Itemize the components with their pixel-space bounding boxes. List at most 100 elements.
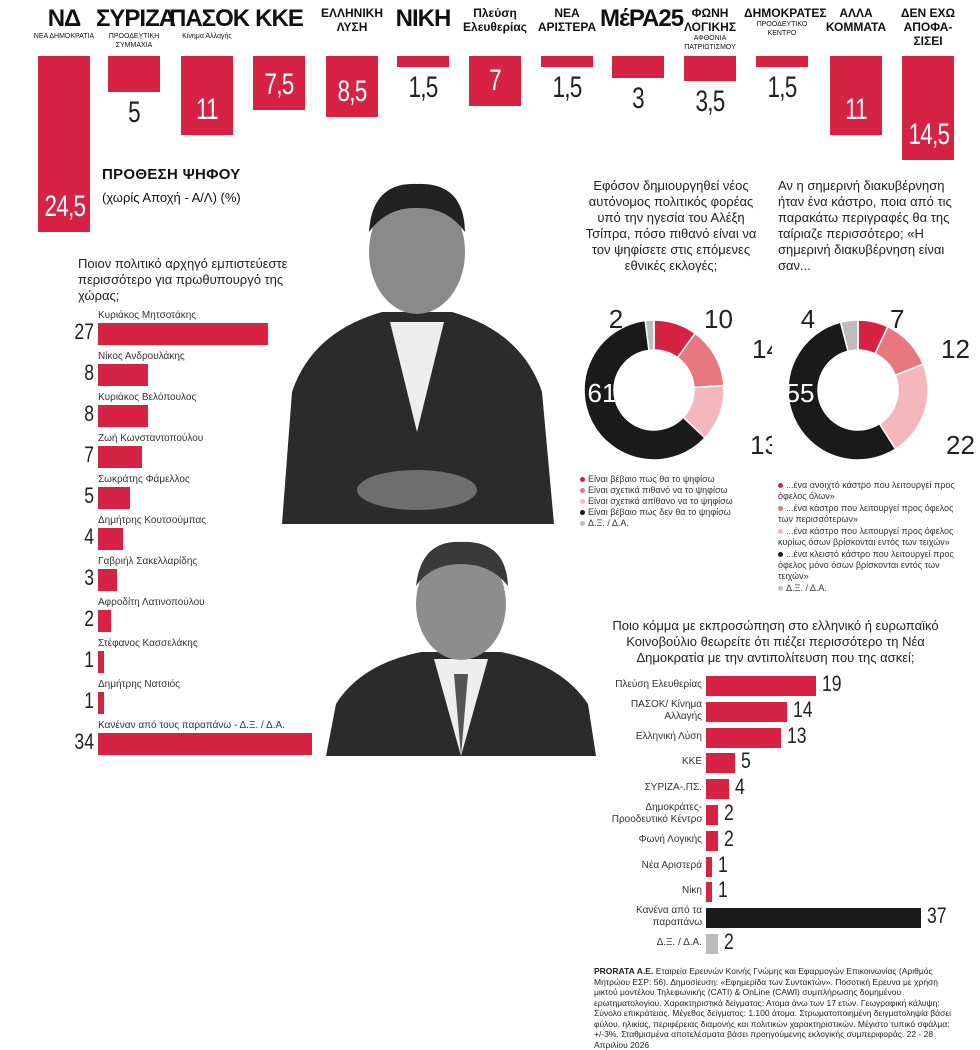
donut1-question: Εφόσον δημιουργηθεί νέος αυτόνομος πολιτ… (585, 178, 757, 273)
pressure-bar (706, 805, 718, 825)
leader-name: Στέφανος Κασσελάκης (98, 638, 198, 649)
methodology-footnote: PRORATA Α.Ε. Εταιρεία Ερευνών Κοινής Γνώ… (594, 966, 956, 1050)
pressure-value: 19 (822, 671, 842, 696)
legend-label: Είναι σχετικά απίθανο να το ψηφίσω (588, 496, 733, 506)
party-logo-subtitle: ΠΡΟΟΔΕΥΤΙΚΗ ΣΥΜΜΑΧΙΑ (108, 33, 160, 49)
pressure-value: 14 (793, 696, 813, 722)
leaders-question: Ποιον πολιτικό αρχηγό εμπιστεύεστε περισ… (78, 256, 288, 303)
leader-bar (98, 733, 313, 755)
donut-slice (787, 321, 897, 461)
party-value: 7 (489, 64, 502, 98)
pressure-bar (706, 908, 921, 929)
leader-name: Κυριάκος Βελόπουλος (98, 392, 197, 403)
legend-dot (580, 510, 585, 516)
party-name: ΠΑΣΟΚ/ Κίνημα Αλλαγής (630, 698, 702, 722)
legend-dot (778, 529, 783, 535)
leader-bar (98, 610, 111, 632)
donut-label: 12 (941, 334, 970, 364)
party-value: 11 (196, 93, 219, 127)
party-logo-text: ΝΕΑ ΑΡΙΣΤΕΡΑ (537, 6, 597, 34)
party-name: Φωνή Λογικής (638, 833, 702, 845)
party-bar (830, 56, 882, 136)
donut2-chart: 7 12 22 55 4 (786, 304, 975, 461)
party-logo: ΠΑΣΟΚ Κίνημα Αλλαγής (169, 5, 250, 54)
legend-dot (778, 552, 783, 558)
party-bar (902, 56, 954, 161)
legend-item: Δ.Ξ. / Δ.Α. (580, 518, 733, 529)
leader-bar (98, 569, 117, 591)
leader-value: 2 (84, 606, 94, 631)
party-value: 14,5 (908, 118, 951, 152)
pressure-value: 1 (717, 877, 728, 903)
party-logo: ΣΥΡΙΖΑ ΠΡΟΟΔΕΥΤΙΚΗ ΣΥΜΜΑΧΙΑ (96, 5, 176, 54)
pressure-bar (706, 934, 718, 954)
party-value: 24,5 (44, 190, 87, 224)
party-logo-text: ΝΙΚΗ (395, 5, 452, 32)
party-logo: ΝΙΚΗ (385, 6, 461, 54)
legend-label: ...ένα κάστρο που λειτουργεί προς όφελος… (778, 503, 954, 524)
legend-label: Δ.Ξ. / Δ.Α. (786, 583, 827, 593)
leader-bar (98, 446, 143, 468)
pressure-bar (706, 727, 782, 748)
leader-name: Ζωή Κωνσταντοπούλου (98, 433, 204, 444)
party-logo: ΕΛΛΗΝΙΚΗ ΛΥΣΗ (314, 6, 390, 54)
donut-label: 22 (946, 430, 975, 460)
pressure-value: 2 (723, 929, 734, 954)
legend-dot (580, 488, 585, 494)
party-name: Νίκη (681, 885, 702, 897)
legend-label: Είναι σχετικά πιθανό να το ψηφίσω (588, 485, 728, 495)
leader-value: 34 (74, 729, 94, 754)
mitsotakis-portrait (326, 541, 596, 756)
party-bar (326, 56, 378, 118)
party-name: ΣΥΡΙΖΑ-.ΠΣ. (644, 782, 702, 794)
party-bar (469, 56, 521, 107)
leader-value: 7 (84, 442, 94, 467)
legend-item: ...ένα κλειστό κάστρο που λειτουργεί προ… (778, 549, 958, 582)
party-logo: ΚΚΕ (241, 6, 317, 54)
pressure-value: 1 (717, 851, 728, 877)
leader-value: 3 (84, 565, 94, 590)
party-value: 1,5 (767, 70, 797, 104)
party-logo-text: ΠΑΣΟΚ (169, 5, 250, 32)
party-bar (38, 56, 90, 233)
leader-value: 5 (84, 483, 94, 508)
pressure-value: 4 (735, 774, 745, 800)
party-value: 5 (128, 96, 141, 129)
legend-item: Είναι σχετικά απίθανο να το ψηφίσω (580, 496, 733, 507)
party-logo-text: ΚΚΕ (255, 5, 304, 32)
legend-dot (580, 521, 585, 527)
party-bar (397, 56, 449, 67)
party-value: 7,5 (264, 68, 294, 101)
party-logo-text: ΣΥΡΙΖΑ (96, 5, 176, 32)
legend-label: ...ένα ανοιχτό κάστρο που λειτουργεί προ… (778, 480, 955, 501)
party-logo-subtitle: ΑΦΘΟΝΙΑ ΠΑΤΡΙΩΤΙΣΜΟΥ (684, 35, 736, 51)
leader-value: 1 (84, 647, 94, 672)
party-logo: ΑΛΛΑ ΚΟΜΜΑΤΑ (818, 6, 894, 54)
leader-name: Σωκράτης Φάμελλος (98, 474, 190, 485)
legend-dot (778, 586, 783, 592)
leader-name: Γαβριήλ Σακελλαρίδης (98, 556, 198, 567)
donut-label: 13 (750, 430, 772, 460)
pressure-value: 5 (741, 748, 751, 774)
pressure-bar (706, 779, 730, 800)
legend-label: Είναι βέβαιο πως δεν θα το ψηφίσω (588, 507, 731, 517)
party-logo: ΦΩΝΗ ΛΟΓΙΚΗΣ ΑΦΘΟΝΙΑ ΠΑΤΡΙΩΤΙΣΜΟΥ (672, 6, 748, 54)
donut-slice (583, 319, 707, 461)
donut-label: 2 (609, 304, 623, 334)
footnote-text: Εταιρεία Ερευνών Κοινής Γνώμης και Εφαρμ… (594, 966, 952, 1050)
donut-slice (839, 319, 859, 353)
tsipras-portrait (282, 183, 554, 524)
pressure-bar (706, 856, 712, 877)
party-bar (253, 56, 305, 110)
party-logo-text: ΔΕΝ ΕΧΩ ΑΠΟΦΑ-ΣΙΣΕΙ (900, 6, 956, 48)
donut-label: 14 (752, 334, 772, 364)
party-bar (181, 56, 233, 136)
party-value: 8,5 (337, 75, 367, 109)
legend-dot (580, 499, 585, 505)
leader-name: Αφροδίτη Λατινοπούλου (98, 597, 205, 608)
party-value: 3,5 (695, 85, 725, 119)
donut-label: 4 (801, 304, 815, 334)
leader-name: Κυριάκος Μητσοτάκης (98, 310, 197, 321)
party-bar (756, 56, 808, 67)
leader-value: 1 (84, 688, 94, 713)
